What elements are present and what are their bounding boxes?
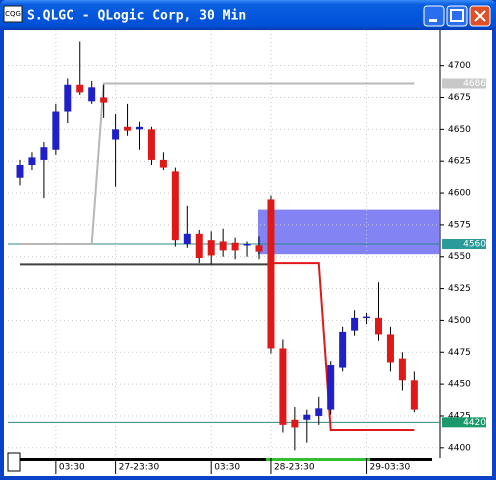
candle-body [255, 245, 263, 252]
y-tick-label: 4625 [448, 157, 471, 167]
price-marker-label: 4686 [463, 79, 486, 89]
y-tick-label: 4650 [448, 125, 471, 135]
overlay-line [20, 82, 415, 245]
title-bar [0, 0, 496, 30]
y-tick-label: 4425 [448, 411, 471, 421]
scroll-box[interactable] [7, 452, 21, 472]
candle-body [327, 365, 335, 410]
price-marker [442, 239, 486, 249]
close-button[interactable] [469, 5, 491, 27]
window-title: S.QLGC - QLogic Corp, 30 Min [27, 9, 246, 24]
candle-body [410, 380, 418, 410]
y-tick-label: 4525 [448, 284, 471, 294]
x-tick-label: 03:30 [59, 463, 85, 473]
candle-body [183, 233, 191, 244]
candle-body [219, 241, 227, 251]
y-tick-label: 4475 [448, 348, 471, 358]
candle-body [339, 331, 347, 368]
candle-body [136, 126, 143, 130]
maximize-button[interactable] [446, 5, 468, 27]
candle-body [386, 334, 394, 363]
candle-body [279, 348, 287, 425]
candle-body [171, 171, 179, 241]
price-marker-label: 4560 [463, 240, 486, 250]
candle-body [398, 358, 406, 381]
candle-body [40, 147, 48, 160]
candle-body [100, 97, 108, 103]
candle-body [231, 242, 239, 251]
y-tick-label: 4675 [448, 93, 471, 103]
session-bar [266, 458, 370, 461]
candle-body [28, 157, 36, 166]
candle-body [267, 199, 275, 349]
y-tick-label: 4450 [448, 380, 471, 390]
price-marker [442, 78, 486, 89]
candle-body [76, 84, 84, 93]
overlay-line [270, 262, 415, 431]
candle-body [159, 159, 167, 168]
candle-body [88, 87, 96, 102]
y-tick-label: 4575 [448, 220, 471, 230]
candle-body [124, 126, 132, 131]
candle-body [363, 316, 371, 319]
y-tick-label: 4600 [448, 189, 471, 199]
candle-body [315, 408, 323, 416]
app-icon [3, 5, 23, 23]
x-tick-label: 27-23:30 [119, 463, 160, 473]
y-tick-label: 4700 [448, 61, 471, 71]
x-tick-label: 03:30 [214, 463, 240, 473]
price-marker [442, 417, 486, 428]
candle-body [243, 244, 251, 246]
y-tick-label: 4500 [448, 316, 471, 326]
candle-body [291, 419, 299, 428]
icon-glyph: CQG [5, 10, 21, 18]
price-marker-label: 4420 [463, 418, 486, 428]
candle-body [147, 129, 155, 160]
x-axis-strip [4, 458, 492, 476]
candle-body [112, 129, 120, 140]
candle-body [195, 233, 203, 259]
y-tick-label: 4550 [448, 252, 471, 262]
y-tick-label: 4400 [448, 443, 471, 453]
candle-body [375, 317, 382, 335]
candle-body [52, 111, 60, 150]
candle-body [16, 165, 24, 178]
candle-body [64, 84, 72, 112]
candle-body [207, 240, 215, 256]
zone [258, 209, 440, 255]
x-tick-label: 29-03:30 [370, 463, 411, 473]
minimize-button[interactable] [423, 5, 445, 27]
candle-body [303, 414, 311, 420]
time-bar [20, 458, 432, 461]
x-tick-label: 28-23:30 [274, 463, 315, 473]
candle-body [351, 317, 359, 331]
